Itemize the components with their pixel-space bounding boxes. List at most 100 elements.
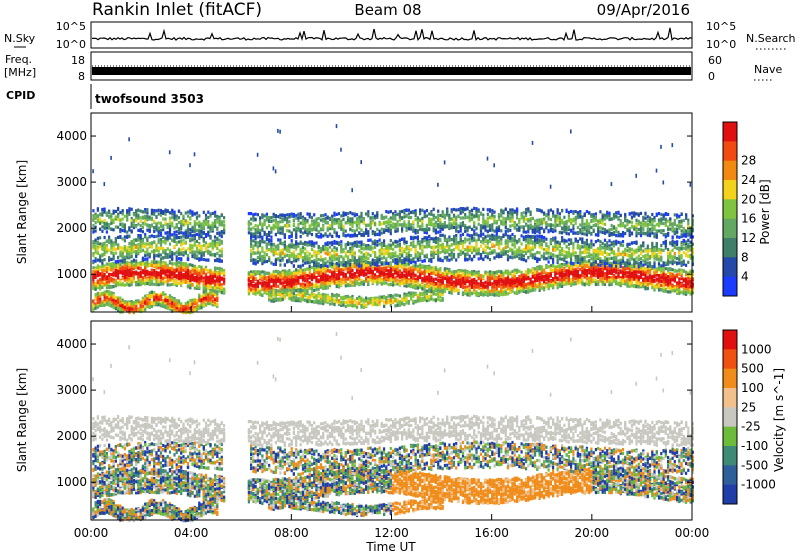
power-cell (167, 231, 169, 234)
power-cell (388, 262, 390, 265)
power-cell (306, 234, 308, 237)
power-cell (354, 299, 356, 302)
power-cell (196, 275, 198, 278)
power-cell (178, 252, 180, 255)
power-cell (151, 250, 153, 253)
power-cell (257, 291, 259, 294)
power-cell (264, 257, 266, 260)
power-cell (171, 216, 173, 219)
power-cell (205, 214, 207, 217)
power-cell (275, 279, 277, 282)
power-cell (313, 300, 315, 303)
power-cell (286, 259, 288, 262)
power-cell (167, 302, 169, 305)
power-cell (214, 235, 216, 238)
power-cell (97, 274, 99, 277)
power-cell (311, 228, 313, 231)
power-cell (388, 272, 390, 275)
power-cell (351, 281, 353, 284)
power-cell (365, 264, 367, 267)
power-cell (370, 262, 372, 265)
power-cell (122, 247, 124, 250)
power-cell (173, 275, 175, 278)
power-cell (169, 217, 171, 220)
power-cell (135, 219, 137, 222)
power-cell (302, 264, 304, 267)
power-cell (363, 217, 365, 220)
power-cell (151, 245, 153, 248)
power-cell (110, 268, 112, 271)
power-cell (349, 280, 351, 283)
power-cell (149, 216, 151, 219)
power-cell (205, 279, 207, 282)
power-cell (266, 272, 268, 275)
power-cell (194, 241, 196, 244)
power-cell (128, 277, 130, 280)
power-cell (381, 267, 383, 270)
power-cell (300, 222, 302, 225)
power-cell (216, 297, 218, 300)
power-cell (279, 294, 281, 297)
power-cell (131, 247, 133, 250)
power-cell (171, 222, 173, 225)
power-cell (151, 264, 153, 267)
power-cell (128, 263, 130, 266)
power-cell (367, 271, 369, 274)
power-cell (333, 271, 335, 274)
power-cell (354, 282, 356, 285)
power-cell (198, 296, 200, 299)
power-cell (216, 291, 218, 294)
power-cell (374, 215, 376, 218)
power-cell (333, 258, 335, 261)
power-cell (97, 271, 99, 274)
power-cell (182, 281, 184, 284)
power-cell (313, 289, 315, 292)
power-cell (275, 222, 277, 225)
power-cell (275, 276, 277, 279)
power-cell (347, 257, 349, 260)
power-cell (216, 303, 218, 306)
power-cell (182, 220, 184, 223)
power-cell (347, 234, 349, 237)
power-cell (115, 240, 117, 243)
power-cell (248, 220, 250, 223)
power-cell (122, 260, 124, 263)
power-cell (160, 298, 162, 301)
power-cell (113, 228, 115, 231)
power-cell (293, 272, 295, 275)
power-cell (264, 223, 266, 226)
power-cell (160, 257, 162, 260)
power-cell (133, 276, 135, 279)
power-cell (178, 282, 180, 285)
power-cell (151, 279, 153, 282)
power-cell (273, 284, 275, 287)
power-cell (302, 260, 304, 263)
power-cell (108, 211, 110, 214)
power-cell (158, 254, 160, 257)
power-cell (198, 225, 200, 228)
power-cell (270, 277, 272, 280)
power-cell (351, 259, 353, 262)
power-cell (167, 209, 169, 212)
power-cell (187, 258, 189, 261)
power-cell (191, 264, 193, 267)
power-cell (261, 246, 263, 249)
power-cell (327, 247, 329, 250)
power-cell (261, 262, 263, 265)
power-cell (137, 263, 139, 266)
date-title: 09/Apr/2016 (597, 1, 690, 19)
power-cell (155, 302, 157, 305)
power-cell (180, 248, 182, 251)
power-cell (164, 299, 166, 302)
power-cell (137, 215, 139, 218)
power-cell (282, 251, 284, 254)
power-cell (365, 304, 367, 307)
power-cell (318, 262, 320, 265)
power-cell (322, 268, 324, 271)
power-cell (385, 257, 387, 260)
power-cell (385, 275, 387, 278)
power-cell (203, 226, 205, 229)
power-cell (264, 251, 266, 254)
power-cell (191, 230, 193, 233)
power-cell (131, 300, 133, 303)
